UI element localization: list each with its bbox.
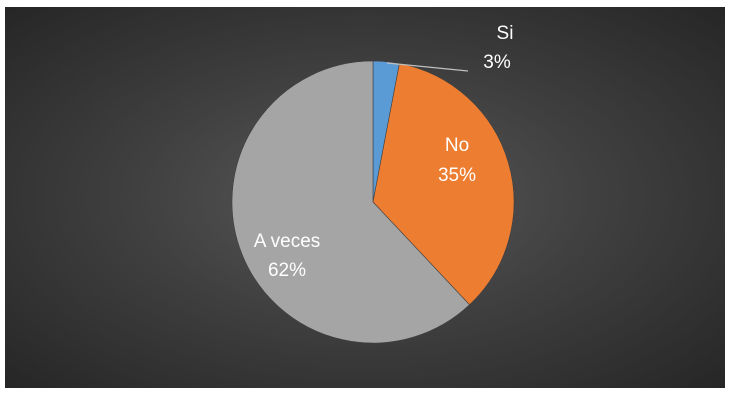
pie-slice-no	[372, 63, 515, 306]
data-label-si-category: Si	[497, 23, 514, 44]
pie-slice-a-veces	[231, 60, 470, 344]
data-label-a-veces-value: 62%	[268, 260, 306, 281]
leader-line-si	[386, 62, 469, 72]
chart-area: Si 3% No 35% A veces 62%	[5, 7, 725, 388]
pie-slices	[231, 60, 515, 344]
data-label-no-category: No	[445, 135, 469, 156]
data-label-si-value: 3%	[483, 52, 511, 73]
data-label-no-value: 35%	[438, 165, 476, 186]
pie-chart: Si 3% No 35% A veces 62%	[231, 23, 515, 344]
data-labels: Si 3% No 35% A veces 62%	[254, 23, 514, 281]
data-label-a-veces-category: A veces	[254, 231, 321, 252]
